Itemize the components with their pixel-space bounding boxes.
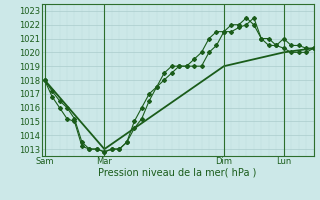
X-axis label: Pression niveau de la mer( hPa ): Pression niveau de la mer( hPa ) xyxy=(99,168,257,178)
